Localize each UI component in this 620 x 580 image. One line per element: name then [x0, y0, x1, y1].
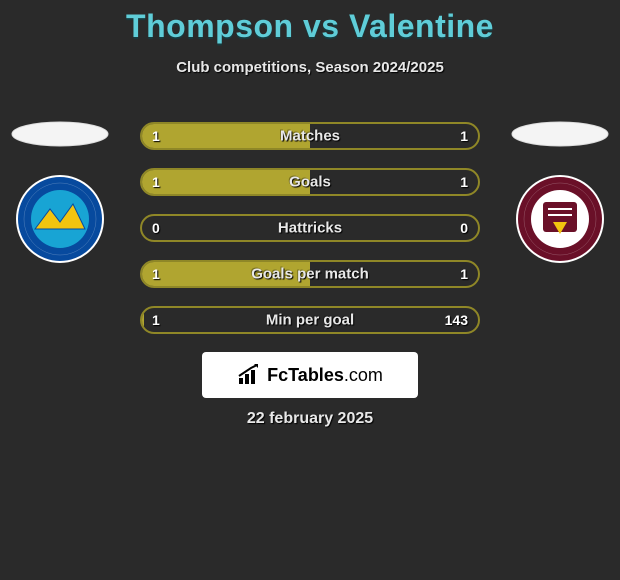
player-right-avatar [510, 110, 610, 158]
page-title: Thompson vs Valentine [0, 0, 620, 45]
chart-icon [237, 364, 261, 386]
stat-left-value: 1 [152, 174, 160, 190]
stat-row: 1 Goals per match 1 [140, 260, 480, 288]
stat-fill [142, 170, 310, 194]
stat-label: Matches [280, 128, 340, 145]
stat-right-value: 1 [460, 266, 468, 282]
stat-right-value: 1 [460, 174, 468, 190]
branding-text: FcTables.com [267, 365, 383, 386]
stat-label: Min per goal [266, 312, 354, 329]
stat-right-value: 0 [460, 220, 468, 236]
stat-label: Hattricks [278, 220, 342, 237]
stat-left-value: 1 [152, 312, 160, 328]
stat-left-value: 1 [152, 128, 160, 144]
stats-list: 1 Matches 1 1 Goals 1 0 Hattricks 0 1 Goals per ma… [140, 122, 480, 352]
branding-box: FcTables.com [202, 352, 418, 398]
stat-left-value: 1 [152, 266, 160, 282]
stat-row: 0 Hattricks 0 [140, 214, 480, 242]
stat-fill [142, 308, 144, 332]
stat-label: Goals [289, 174, 331, 191]
club-badge-left [15, 174, 105, 264]
stat-row: 1 Matches 1 [140, 122, 480, 150]
player-left-avatar [10, 110, 110, 158]
stat-label: Goals per match [251, 266, 369, 283]
date-text: 22 february 2025 [247, 410, 373, 428]
subtitle: Club competitions, Season 2024/2025 [0, 59, 620, 76]
stat-row: 1 Goals 1 [140, 168, 480, 196]
stat-row: 1 Min per goal 143 [140, 306, 480, 334]
club-badge-right [515, 174, 605, 264]
stat-left-value: 0 [152, 220, 160, 236]
stat-right-value: 1 [460, 128, 468, 144]
stat-right-value: 143 [445, 312, 468, 328]
